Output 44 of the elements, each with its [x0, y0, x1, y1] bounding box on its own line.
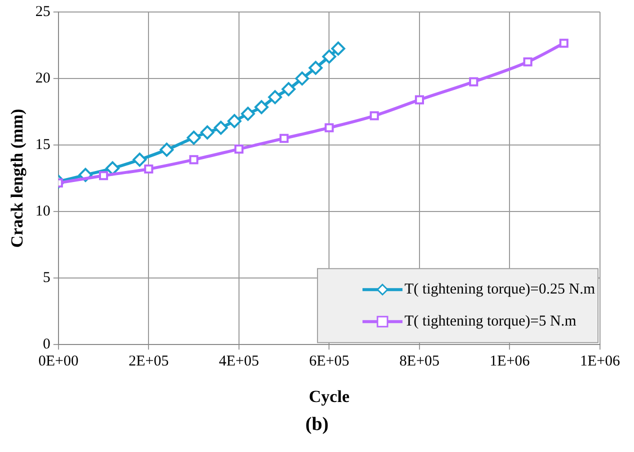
legend-label: T( tightening torque)=5 N.m [404, 314, 577, 330]
y-axis-title: Crack length (mm) [8, 108, 27, 248]
point [469, 77, 478, 86]
point [99, 171, 108, 180]
point [370, 111, 379, 120]
point [132, 152, 147, 167]
point [200, 125, 214, 140]
x-tick-label: 1E+06 [580, 354, 621, 370]
point [214, 120, 228, 135]
point [240, 106, 255, 121]
y-tick-label: 10 [35, 203, 50, 220]
point [144, 164, 154, 174]
point [227, 114, 242, 128]
point [414, 95, 424, 104]
text: (b) [304, 414, 330, 436]
point [559, 38, 568, 48]
point [186, 130, 201, 145]
x-tick-label: 6E+05 [309, 354, 350, 370]
point [322, 50, 336, 64]
point [234, 144, 244, 154]
point [106, 161, 120, 176]
y-tick-label: 5 [42, 270, 50, 286]
y-tick-label: 25 [35, 4, 50, 20]
y-tick-label: 20 [35, 70, 50, 86]
x-tick-label: 2E+05 [128, 354, 169, 370]
x-tick-label: 0E+00 [38, 354, 78, 370]
point [324, 123, 334, 132]
y-tick-label: 15 [35, 136, 50, 153]
point [295, 72, 310, 86]
x-tick-label: 8E+05 [399, 354, 440, 370]
point [268, 90, 282, 104]
point [189, 155, 198, 164]
point [282, 82, 296, 96]
point [254, 100, 268, 114]
y-tick-label: 0 [42, 336, 50, 353]
x-tick-label: 4E+05 [218, 354, 259, 370]
point [308, 60, 323, 75]
point [280, 134, 289, 143]
x-tick-label: 1E+06 [490, 354, 530, 370]
legend-label: T( tightening torque)=0.25 N.m [404, 282, 596, 298]
point [160, 142, 174, 157]
point [331, 42, 346, 56]
point [523, 57, 532, 66]
x-axis-title: Cycle [308, 387, 350, 406]
